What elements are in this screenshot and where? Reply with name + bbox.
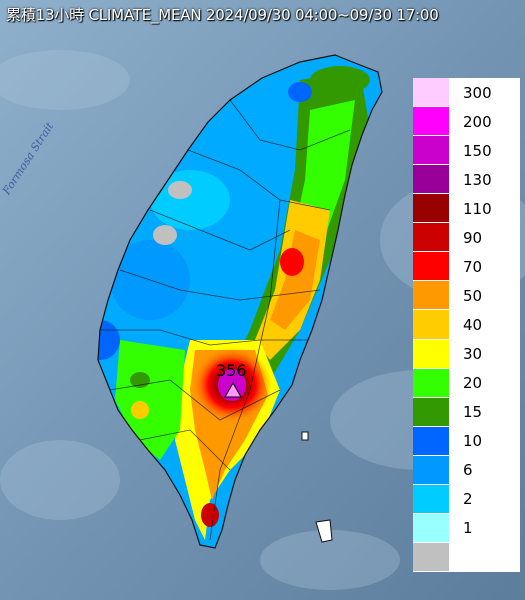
legend-label: 2	[463, 490, 473, 509]
triangle-marker-icon	[224, 381, 242, 398]
legend-swatch	[413, 542, 449, 572]
color-legend: 300 200 150 130 110 90 70 50 40 30 20 15 10 6 2 1	[413, 78, 520, 572]
legend-swatch	[413, 426, 449, 456]
legend-swatch	[413, 513, 449, 543]
legend-label: 6	[463, 461, 473, 480]
legend-label: 10	[463, 432, 483, 451]
legend-swatch	[413, 136, 449, 166]
legend-swatch	[413, 281, 449, 311]
legend-label: 30	[463, 345, 483, 364]
legend-swatch	[413, 339, 449, 369]
legend-label: 40	[463, 316, 483, 334]
legend-swatch	[413, 78, 449, 108]
legend-label: 50	[463, 286, 483, 305]
legend-label: 20	[463, 374, 483, 393]
legend-swatch	[413, 455, 449, 485]
legend-swatch	[413, 223, 449, 253]
legend-label: 70	[463, 257, 483, 276]
legend-swatch	[413, 194, 449, 224]
legend-swatch	[413, 252, 449, 282]
legend-label: 90	[463, 228, 483, 247]
legend-label: 150	[463, 141, 492, 160]
legend-label: 110	[463, 199, 492, 218]
legend-label: 130	[463, 170, 492, 189]
peak-value-label: 356	[216, 361, 247, 380]
lanyu-island	[315, 519, 333, 543]
legend-label: 200	[463, 112, 492, 131]
legend-swatch	[413, 484, 449, 514]
legend-swatch	[413, 397, 449, 427]
legend-swatch	[413, 368, 449, 398]
legend-swatch	[413, 310, 449, 340]
legend-swatch	[413, 107, 449, 137]
legend-label: 1	[463, 519, 473, 538]
legend-label: 300	[463, 83, 492, 102]
green-island	[301, 431, 309, 441]
map-title: 累積13小時 CLIMATE_MEAN 2024/09/30 04:00~09/…	[6, 6, 439, 24]
legend-label: 15	[463, 403, 483, 422]
legend-swatch	[413, 165, 449, 195]
